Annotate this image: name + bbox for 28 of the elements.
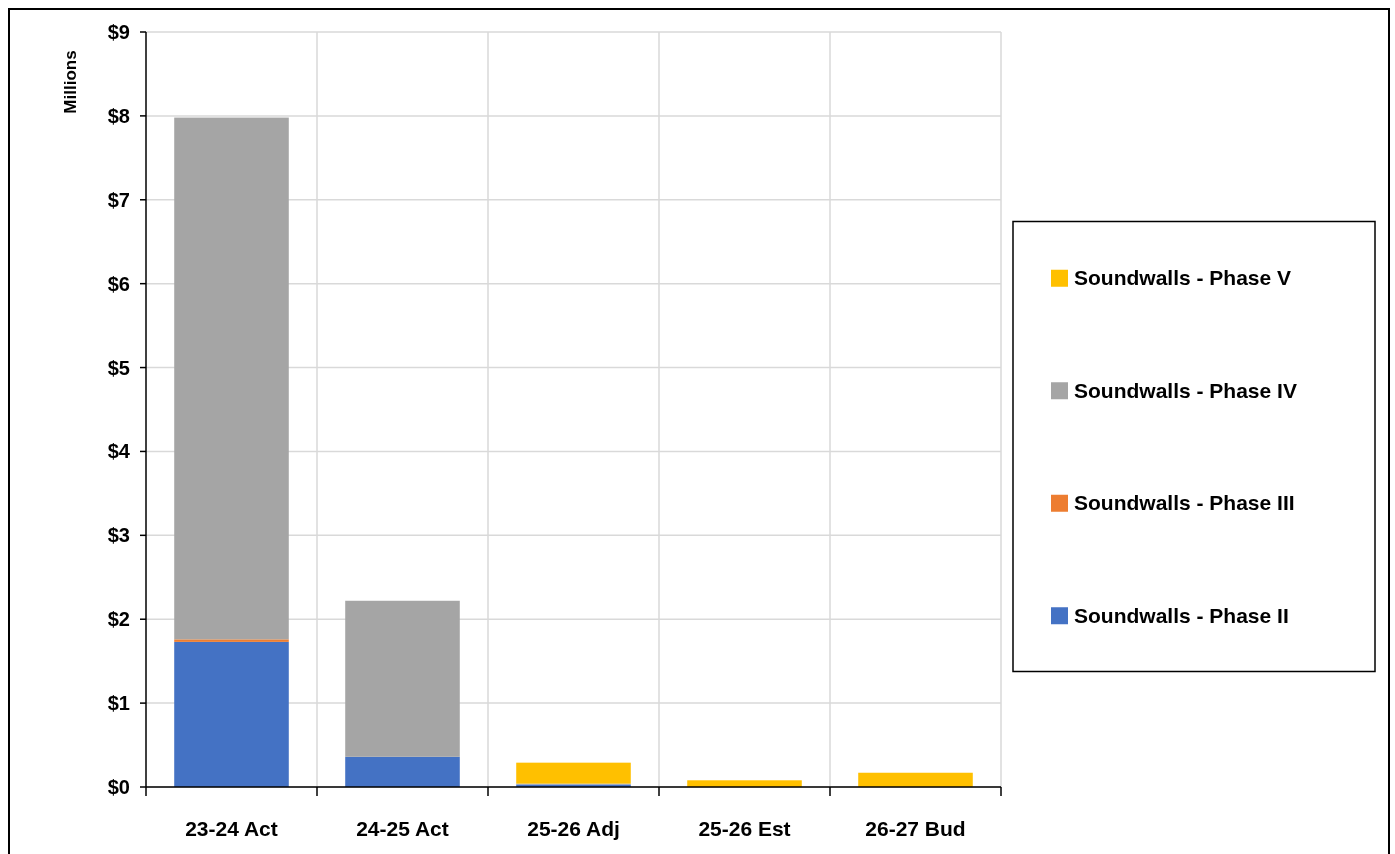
bar: [858, 772, 973, 787]
y-tick-label: $3: [107, 524, 130, 547]
bar: [345, 600, 460, 757]
x-tick-label: 25-26 Adj: [527, 816, 620, 840]
x-tick-label: 24-25 Act: [356, 816, 449, 840]
legend-label: Soundwalls - Phase IV: [1074, 378, 1297, 402]
legend-label: Soundwalls - Phase II: [1074, 603, 1289, 627]
y-tick-label: $1: [107, 692, 130, 715]
bar: [687, 780, 802, 787]
y-tick-label: $7: [107, 188, 130, 211]
bar: [516, 762, 631, 784]
y-axis-title: Millions: [60, 50, 80, 114]
y-tick-label: $2: [107, 608, 130, 631]
x-tick-label: 25-26 Est: [698, 816, 791, 840]
x-tick-label: 26-27 Bud: [865, 816, 966, 840]
y-tick-label: $6: [107, 272, 130, 295]
y-tick-label: $5: [107, 356, 130, 379]
y-tick-label: $8: [107, 104, 130, 127]
bar: [174, 641, 289, 787]
x-tick-label: 23-24 Act: [185, 816, 278, 840]
legend-label: Soundwalls - Phase III: [1074, 491, 1295, 515]
y-tick-label: $0: [107, 776, 130, 798]
bar: [345, 756, 460, 787]
bar: [174, 639, 289, 642]
y-tick-label: $4: [107, 440, 131, 463]
legend-label: Soundwalls - Phase V: [1074, 266, 1292, 290]
y-tick-label: $9: [107, 21, 130, 43]
bar: [174, 117, 289, 640]
